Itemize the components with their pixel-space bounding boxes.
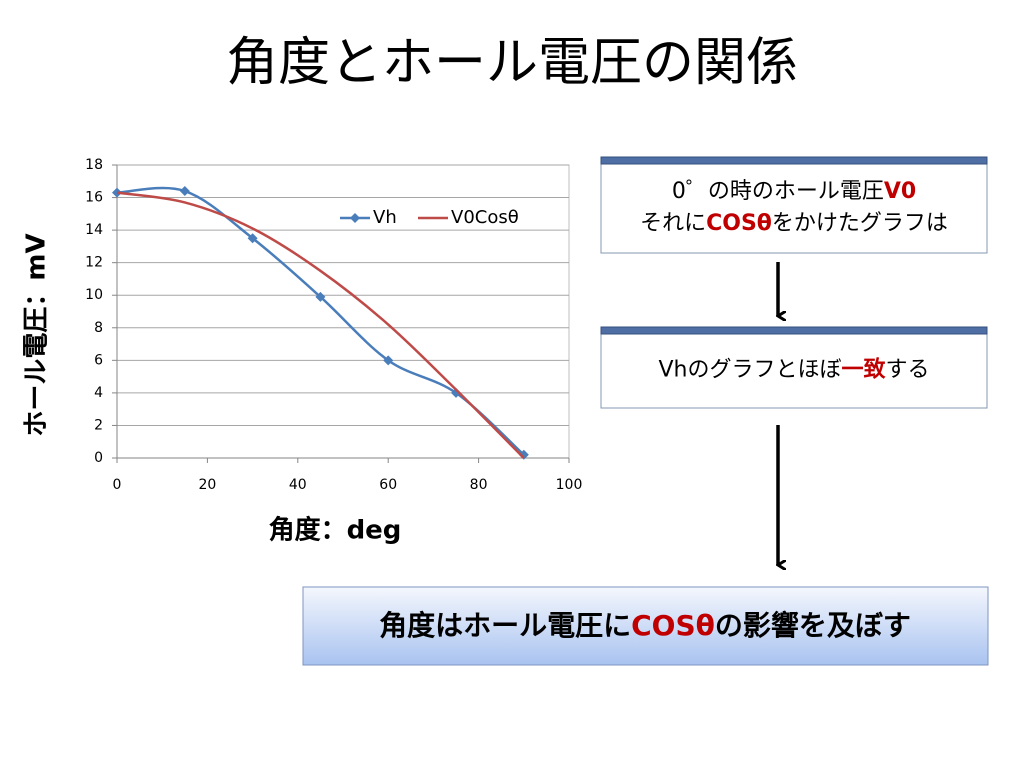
legend-marker bbox=[350, 213, 360, 223]
text-segment: をかけたグラフは bbox=[772, 211, 948, 236]
text-box bbox=[600, 326, 988, 409]
x-tick-label: 20 bbox=[198, 477, 216, 493]
marker bbox=[179, 186, 190, 197]
y-tick-label: 6 bbox=[94, 352, 103, 368]
y-tick-label: 2 bbox=[94, 417, 103, 433]
x-tick-label: 40 bbox=[289, 477, 307, 493]
box-header bbox=[600, 156, 988, 165]
box-header bbox=[600, 326, 988, 335]
x-tick-label: 60 bbox=[379, 477, 397, 493]
text-segment: COSθ bbox=[631, 609, 715, 642]
y-tick-label: 14 bbox=[85, 222, 103, 238]
y-tick-label: 4 bbox=[94, 385, 103, 401]
y-tick-label: 0 bbox=[94, 450, 103, 466]
conclusion-box bbox=[302, 586, 989, 666]
x-axis-label: 角度：deg bbox=[269, 515, 402, 546]
y-tick-label: 18 bbox=[85, 157, 103, 173]
slide-title: 角度とホール電圧の関係 bbox=[226, 33, 798, 93]
text-segment: 角度はホール電圧に bbox=[379, 609, 631, 642]
text-box bbox=[600, 156, 988, 254]
text-line: 0゜の時のホール電圧V0 bbox=[672, 179, 916, 204]
text-segment: する bbox=[886, 358, 930, 383]
marker bbox=[315, 291, 326, 302]
series-line bbox=[116, 191, 525, 459]
y-tick-label: 10 bbox=[85, 287, 103, 303]
y-tick-label: 12 bbox=[85, 255, 103, 271]
text-segment: Vhのグラフとほぼ bbox=[658, 358, 841, 383]
y-axis-label: ホール電圧：mV bbox=[22, 233, 52, 436]
marker bbox=[247, 233, 258, 244]
text-line: Vhのグラフとほぼ一致する bbox=[658, 357, 929, 383]
y-tick-label: 8 bbox=[94, 320, 103, 336]
text-segment: 0゜の時のホール電圧 bbox=[672, 179, 884, 204]
text-segment: 一致 bbox=[841, 357, 886, 383]
marker bbox=[383, 355, 394, 366]
text-line: それにCOSθをかけたグラフは bbox=[640, 211, 948, 236]
text-segment: COSθ bbox=[706, 211, 772, 236]
x-tick-label: 0 bbox=[113, 477, 122, 493]
x-tick-label: 80 bbox=[470, 477, 488, 493]
text-segment: V0 bbox=[884, 179, 916, 204]
text-segment: の影響を及ぼす bbox=[715, 609, 911, 642]
y-tick-label: 16 bbox=[85, 190, 103, 206]
conclusion-text: 角度はホール電圧にCOSθの影響を及ぼす bbox=[379, 609, 911, 642]
legend-label: V0Cosθ bbox=[451, 207, 519, 228]
x-tick-label: 100 bbox=[556, 477, 583, 493]
text-segment: それに bbox=[640, 211, 706, 236]
legend-label: Vh bbox=[373, 207, 397, 228]
